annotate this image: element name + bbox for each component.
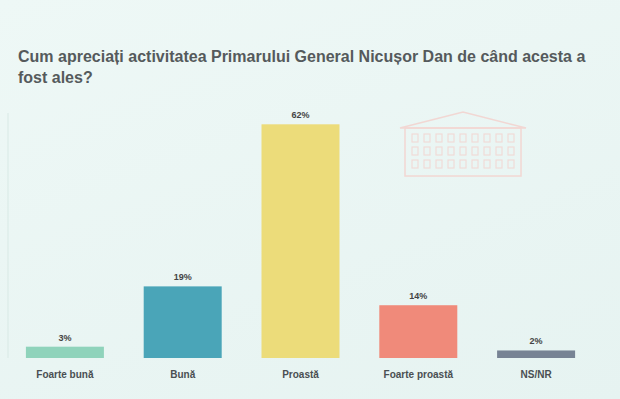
building-window <box>496 160 502 168</box>
building-window <box>484 160 490 168</box>
building-window <box>436 160 442 168</box>
data-label: 2% <box>530 336 543 346</box>
category-label: Proastă <box>282 369 319 380</box>
bar <box>262 124 340 358</box>
building-window <box>484 147 490 155</box>
category-label: Foarte bună <box>36 369 94 380</box>
building-window <box>424 147 430 155</box>
category-label: Bună <box>170 369 195 380</box>
building-window <box>436 147 442 155</box>
category-label: Foarte proastă <box>384 369 454 380</box>
building-window <box>412 160 418 168</box>
building-window <box>472 134 478 142</box>
building-window <box>508 147 514 155</box>
building-window <box>496 134 502 142</box>
building-window <box>448 160 454 168</box>
building-window <box>436 134 442 142</box>
data-label: 19% <box>174 272 192 282</box>
bar <box>379 305 457 358</box>
title: Cum apreciați activitatea Primarului Gen… <box>18 48 585 65</box>
title: fost ales? <box>18 69 93 86</box>
building-roof <box>400 112 526 128</box>
data-label: 3% <box>58 333 71 343</box>
building-window <box>460 147 466 155</box>
bars <box>26 124 575 358</box>
bar <box>26 347 104 358</box>
data-label: 14% <box>409 291 427 301</box>
building-body <box>405 128 521 176</box>
building-window <box>448 147 454 155</box>
bar <box>144 286 222 358</box>
building-window <box>412 134 418 142</box>
building-window <box>412 147 418 155</box>
building-window <box>484 134 490 142</box>
building-window <box>508 160 514 168</box>
building-window <box>496 147 502 155</box>
bar <box>497 350 575 358</box>
y-axis-line <box>8 113 9 358</box>
building-window <box>448 134 454 142</box>
building-window <box>460 134 466 142</box>
chart: Cum apreciați activitatea Primarului Gen… <box>0 0 620 399</box>
building-icon <box>400 112 526 176</box>
building-window <box>424 160 430 168</box>
building-window <box>472 160 478 168</box>
building-window <box>472 147 478 155</box>
category-label: NS/NR <box>521 369 553 380</box>
building-window <box>424 134 430 142</box>
building-window <box>460 160 466 168</box>
data-label: 62% <box>291 110 309 120</box>
building-window <box>508 134 514 142</box>
